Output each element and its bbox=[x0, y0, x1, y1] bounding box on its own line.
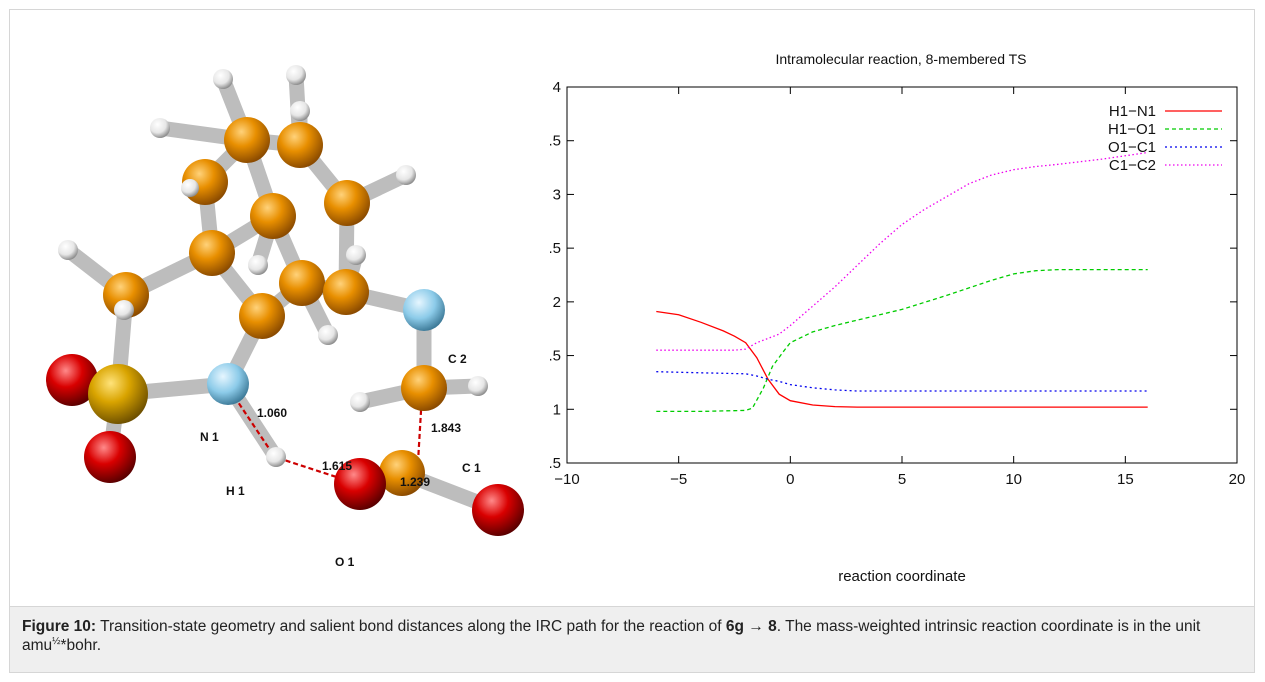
carbon-atom bbox=[277, 122, 323, 168]
y-tick-label: 1 bbox=[553, 401, 561, 418]
x-tick-label: 5 bbox=[898, 471, 906, 488]
caption-label: Figure 10: bbox=[22, 618, 97, 635]
carbon-atom bbox=[279, 260, 325, 306]
x-tick-label: 20 bbox=[1229, 471, 1246, 488]
x-tick-label: 10 bbox=[1005, 471, 1022, 488]
legend-label: H1−N1 bbox=[1109, 103, 1156, 120]
y-tick-label: 1.5 bbox=[550, 348, 561, 365]
legend-label: H1−O1 bbox=[1108, 121, 1156, 138]
carbon-atom-c1 bbox=[379, 450, 425, 496]
x-tick-label: 15 bbox=[1117, 471, 1134, 488]
figure-image: N 1 H 1 O 1 C 1 C 2 1.060 1.615 1.239 1.… bbox=[10, 10, 1254, 606]
caption-text-3: *bohr. bbox=[60, 637, 102, 654]
hydrogen-atom bbox=[290, 101, 310, 121]
atom-label-h1: H 1 bbox=[226, 484, 245, 498]
y-tick-label: 2.5 bbox=[550, 240, 561, 257]
y-axis: 0.5 1 1.5 2 2.5 3 3.5 4 bbox=[550, 79, 1237, 472]
caption-text-2: . The mass-weighted intrinsic reaction c… bbox=[22, 618, 1201, 654]
atom-label-n1: N 1 bbox=[200, 430, 219, 444]
distance-n1-h1: 1.060 bbox=[257, 406, 287, 420]
oxygen-atom bbox=[472, 484, 524, 536]
y-tick-label: 3.5 bbox=[550, 133, 561, 150]
hydrogen-atom bbox=[213, 69, 233, 89]
sulfur-atom bbox=[88, 364, 148, 424]
figure-frame: N 1 H 1 O 1 C 1 C 2 1.060 1.615 1.239 1.… bbox=[9, 9, 1255, 673]
h1-o1-distance-line bbox=[277, 456, 359, 486]
y-tick-label: 0.5 bbox=[550, 455, 561, 472]
distance-c1-c2: 1.843 bbox=[431, 421, 461, 435]
carbon-atom bbox=[239, 293, 285, 339]
atom-label-c1: C 1 bbox=[462, 461, 481, 475]
hydrogen-atom bbox=[286, 65, 306, 85]
carbon-atom bbox=[324, 180, 370, 226]
distance-o1-c1: 1.239 bbox=[400, 475, 430, 489]
hydrogen-atom bbox=[248, 255, 268, 275]
series-line bbox=[656, 151, 1148, 351]
hydrogen-atom-h1 bbox=[266, 447, 286, 467]
figure-caption: Figure 10: Transition-state geometry and… bbox=[10, 606, 1254, 672]
hydrogen-atom bbox=[58, 240, 78, 260]
carbon-atom bbox=[224, 117, 270, 163]
carbon-atom bbox=[103, 272, 149, 318]
series-line bbox=[656, 310, 1148, 408]
series-line bbox=[656, 268, 1148, 413]
y-tick-label: 3 bbox=[553, 186, 561, 203]
nitrogen-atom-ring bbox=[403, 289, 445, 331]
irc-bond-distance-chart: Intramolecular reaction, 8-membered TS 0… bbox=[550, 51, 1245, 585]
y-tick-label: 4 bbox=[553, 79, 561, 96]
hydrogen-atom bbox=[114, 300, 134, 320]
n1-h1-distance-line bbox=[229, 389, 275, 457]
x-tick-label: −10 bbox=[554, 471, 579, 488]
caption-text: Transition-state geometry and salient bo… bbox=[96, 618, 726, 635]
legend-label: C1−C2 bbox=[1109, 157, 1156, 174]
distance-labels: 1.060 1.615 1.239 1.843 bbox=[257, 406, 461, 489]
atom-labels: N 1 H 1 O 1 C 1 C 2 bbox=[200, 352, 481, 569]
atom-label-o1: O 1 bbox=[335, 555, 355, 569]
carbon-atom-c2 bbox=[401, 365, 447, 411]
oxygen-atom bbox=[84, 431, 136, 483]
carbon-atom bbox=[250, 193, 296, 239]
atoms bbox=[46, 65, 524, 536]
oxygen-atom-o1 bbox=[334, 458, 386, 510]
atom-label-c2: C 2 bbox=[448, 352, 467, 366]
hydrogen-atom bbox=[318, 325, 338, 345]
legend-label: O1−C1 bbox=[1108, 139, 1156, 156]
caption-superscript: ½ bbox=[52, 635, 61, 647]
series-line bbox=[656, 371, 1148, 392]
caption-compound-from: 6g bbox=[725, 618, 745, 635]
carbon-atom bbox=[323, 269, 369, 315]
hydrogen-atom bbox=[468, 376, 488, 396]
nitrogen-atom-n1 bbox=[207, 363, 249, 405]
chart-title: Intramolecular reaction, 8-membered TS bbox=[775, 51, 1026, 67]
hydrogen-atom bbox=[346, 245, 366, 265]
x-axis: −10 −5 0 5 10 15 20 bbox=[554, 87, 1245, 488]
oxygen-atom bbox=[46, 354, 98, 406]
molecule-structure: N 1 H 1 O 1 C 1 C 2 1.060 1.615 1.239 1.… bbox=[46, 65, 524, 569]
hydrogen-atom bbox=[181, 179, 199, 197]
distance-h1-o1: 1.615 bbox=[322, 459, 352, 473]
caption-arrow: → bbox=[744, 618, 769, 635]
hydrogen-atom bbox=[350, 392, 370, 412]
series-lines bbox=[656, 151, 1148, 413]
hydrogen-atom bbox=[150, 118, 170, 138]
hydrogen-atom bbox=[396, 165, 416, 185]
x-axis-label: reaction coordinate bbox=[838, 568, 966, 585]
caption-compound-to: 8 bbox=[768, 618, 777, 635]
y-tick-label: 2 bbox=[553, 294, 561, 311]
x-tick-label: −5 bbox=[670, 471, 687, 488]
carbon-atom bbox=[189, 230, 235, 276]
x-tick-label: 0 bbox=[786, 471, 794, 488]
